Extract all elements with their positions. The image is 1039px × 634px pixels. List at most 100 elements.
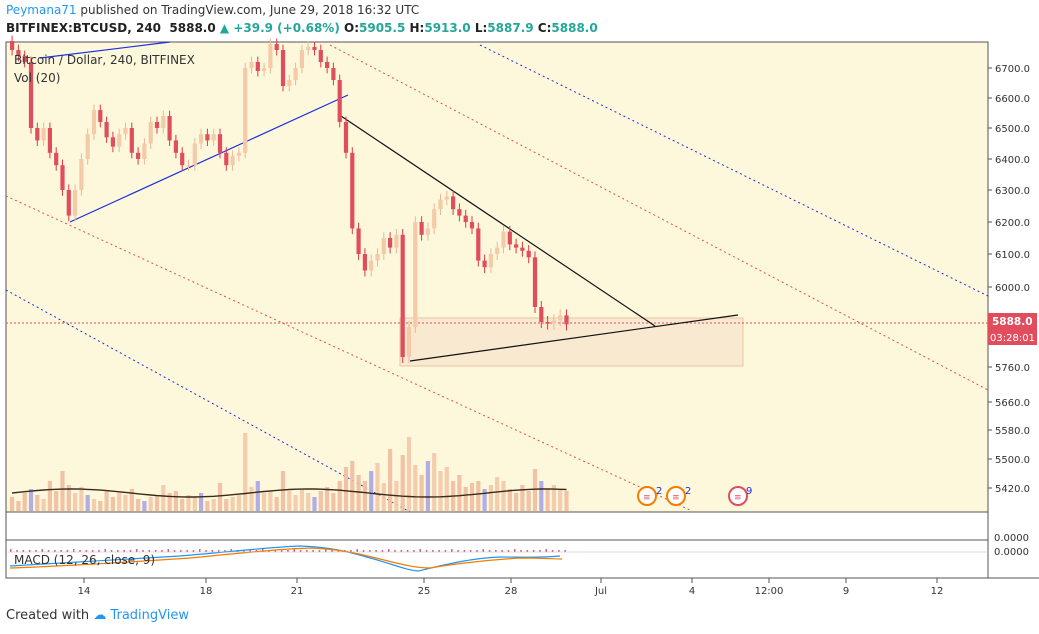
candle-body <box>495 247 500 254</box>
candle-body <box>180 152 185 166</box>
last-price: 5888.0 <box>169 21 216 35</box>
main-pane[interactable] <box>5 41 989 513</box>
candle-body <box>388 238 393 248</box>
y-tick-label: 5500.0 <box>995 455 1030 466</box>
candle-body <box>526 250 531 258</box>
volume-bar <box>54 491 59 511</box>
series-title: Bitcoin / Dollar, 240, BITFINEX <box>14 53 195 67</box>
volume-bar <box>22 493 27 511</box>
price-axis[interactable] <box>988 42 1039 578</box>
candle-body <box>299 50 304 68</box>
open-value: 5905.5 <box>359 21 406 35</box>
macd-hist-bar <box>123 550 125 552</box>
macd-hist-bar <box>488 550 491 552</box>
candle-body <box>413 222 418 327</box>
volume-bar <box>532 469 538 511</box>
macd-hist-bar <box>180 550 182 552</box>
volume-bar <box>41 499 46 511</box>
macd-hist-bar <box>413 550 415 552</box>
volume-separator-pane <box>5 511 989 541</box>
volume-bar <box>463 487 468 511</box>
candle-body <box>564 315 569 325</box>
macd-hist-bar <box>306 550 308 552</box>
volume-bar <box>343 467 349 511</box>
volume-bar <box>413 465 418 511</box>
event-badge-3[interactable]: ≡ 9 <box>728 486 752 506</box>
volume-bar <box>551 485 556 511</box>
volume-bar <box>299 489 304 511</box>
macd-hist-bar <box>299 550 302 552</box>
candle-body <box>255 62 260 71</box>
macd-hist-bar <box>173 550 176 552</box>
macd-hist-bar <box>186 550 188 552</box>
candle-body <box>211 134 216 141</box>
volume-bar <box>161 485 166 511</box>
macd-hist-bar <box>564 550 566 552</box>
candle-body <box>117 134 122 147</box>
macd-hist-bar <box>457 550 459 552</box>
macd-hist-bar <box>539 550 541 552</box>
author-link[interactable]: Peymana71 <box>6 3 77 17</box>
candle-body <box>356 228 361 254</box>
price-chart[interactable]: 6700.0 6600.0 6500.0 6400.0 6300.0 6200.0 6100… <box>0 0 1039 600</box>
us-flag-icon: ≡ <box>672 493 680 503</box>
x-tick-label: 21 <box>291 586 304 597</box>
price-change: +39.9 (+0.68%) <box>233 21 340 35</box>
x-tick-label: 25 <box>418 586 431 597</box>
open-label: O: <box>344 21 359 35</box>
tradingview-link[interactable]: TradingView <box>110 608 189 623</box>
publish-text: published on TradingView.com, June 29, 2… <box>80 3 420 17</box>
volume-bar <box>28 489 34 511</box>
candle-body <box>243 68 248 153</box>
macd-hist-bar <box>142 550 144 552</box>
macd-hist-bar <box>444 550 447 552</box>
macd-hist-bar <box>312 550 314 552</box>
macd-signal-line <box>9 547 563 569</box>
candle-body <box>362 254 367 271</box>
macd-hist-bar <box>148 550 151 552</box>
volume-bar <box>262 493 267 511</box>
candle-body <box>488 254 493 268</box>
macd-hist-bar <box>551 550 554 552</box>
low-label: L: <box>474 21 488 35</box>
macd-hist-bar <box>66 550 69 552</box>
candle-body <box>476 228 481 261</box>
macd-hist-bar <box>419 549 421 552</box>
candle-body <box>375 254 380 261</box>
macd-hist-bar <box>199 549 201 552</box>
trendline-blue-top <box>39 41 171 59</box>
macd-hist-bar <box>249 550 251 552</box>
candle-body <box>501 231 506 248</box>
macd-hist-bar <box>482 549 484 552</box>
volume-bar <box>142 501 147 511</box>
macd-hist-bar <box>406 550 409 552</box>
y-axis-ticks: 6700.0 6600.0 6500.0 6400.0 6300.0 6200.0 6100… <box>988 64 1030 495</box>
y-tick-label: 6300.0 <box>995 186 1030 197</box>
macd-hist-bar <box>211 550 214 552</box>
macd-hist-bar <box>22 550 25 552</box>
y-tick-label: 6700.0 <box>995 64 1030 75</box>
tradingview-logo-icon[interactable]: ☁ <box>93 608 107 623</box>
candle-body <box>85 134 90 159</box>
volume-bar <box>268 491 273 511</box>
macd-hist-bar <box>129 550 132 552</box>
symbol-line: BITFINEX:BTCUSD, 240 5888.0 ▲ +39.9 (+0.… <box>6 21 598 35</box>
candle-body <box>343 122 349 153</box>
volume-bar <box>10 497 15 511</box>
candle-body <box>10 41 15 50</box>
candle-body <box>104 122 109 138</box>
volume-bar <box>388 449 393 511</box>
volume-bar <box>375 463 380 511</box>
candle-body <box>129 128 134 153</box>
high-value: 5913.0 <box>424 21 471 35</box>
event-badge-1[interactable]: ≡ 2 <box>637 486 662 506</box>
volume-bar <box>192 497 197 511</box>
macd-hist-bar <box>136 549 138 552</box>
badge-count-3: 9 <box>746 486 752 497</box>
event-badge-2[interactable]: ≡ 2 <box>666 486 691 506</box>
volume-bar <box>91 499 97 511</box>
macd-hist-bar <box>41 549 43 552</box>
candle-body <box>539 307 544 322</box>
candle-body <box>79 159 84 190</box>
candle-body <box>457 209 462 216</box>
